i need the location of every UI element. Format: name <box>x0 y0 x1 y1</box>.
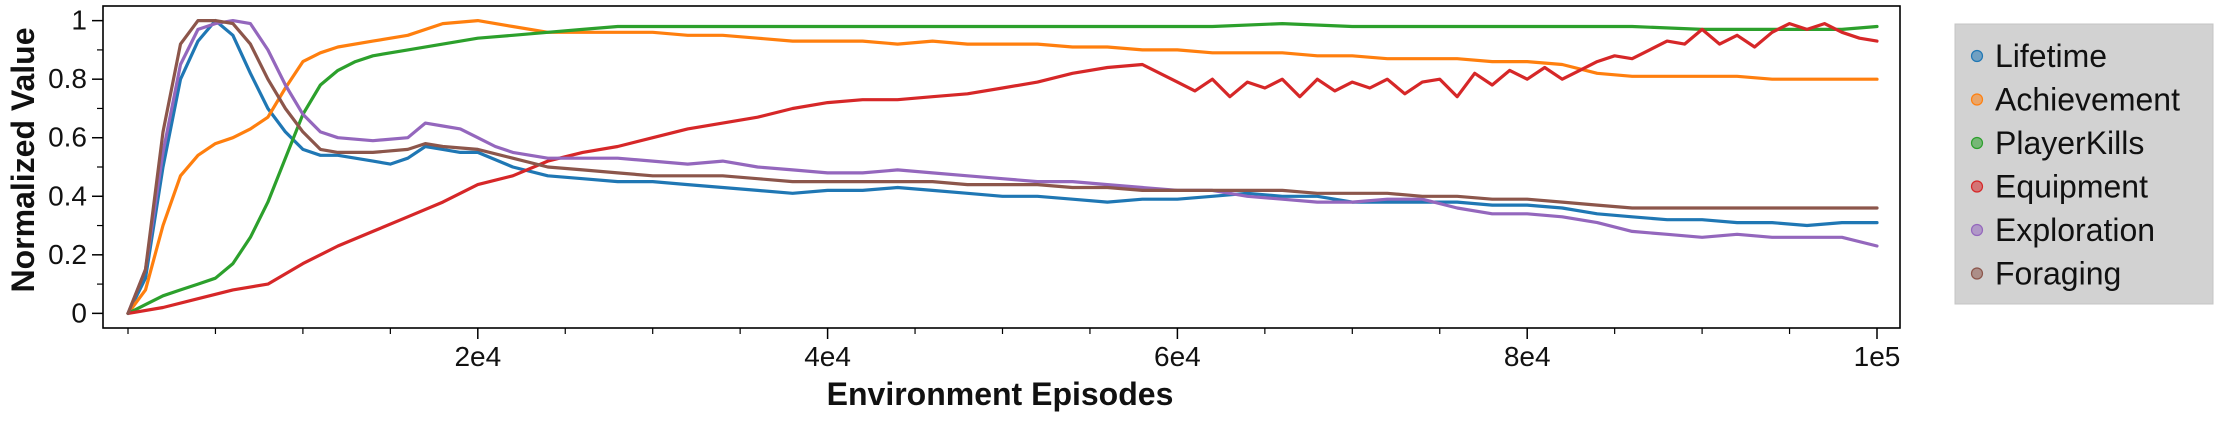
legend-marker-foraging <box>1970 267 1984 280</box>
x-tick-label: 2e4 <box>454 341 501 372</box>
series-line-lifetime <box>126 19 1879 315</box>
x-axis-label: Environment Episodes <box>827 376 1174 412</box>
legend-label-foraging: Foraging <box>1995 256 2121 292</box>
x-tick-label: 8e4 <box>1504 341 1551 372</box>
legend-box <box>1954 23 2214 305</box>
legend-label-exploration: Exploration <box>1995 212 2155 248</box>
legend-marker-achievement <box>1970 93 1984 106</box>
y-tick-label: 1 <box>71 5 87 36</box>
series-line-foraging <box>126 19 1879 315</box>
y-tick-label: 0.6 <box>48 122 87 153</box>
legend-marker-equipment <box>1970 180 1984 193</box>
legend-marker-playerkills <box>1970 136 1984 150</box>
x-tick-label: 4e4 <box>804 341 851 372</box>
legend-label-playerkills: PlayerKills <box>1995 125 2144 161</box>
x-tick-label: 1e5 <box>1854 341 1901 372</box>
legend-marker-exploration <box>1970 223 1984 237</box>
y-tick-label: 0.8 <box>48 63 87 94</box>
plot-layer <box>126 19 1879 315</box>
y-axis-label: Normalized Value <box>5 28 41 293</box>
legend: Lifetime Achievement PlayerKills Equipment E… <box>1954 23 2214 305</box>
axis-layer: 2e4 4e4 6e4 8e4 1e5 0 0.2 0.4 0.6 0.8 1 <box>48 5 1901 372</box>
legend-label-achievement: Achievement <box>1995 82 2180 118</box>
legend-marker-lifetime <box>1970 49 1984 63</box>
series-line-playerkills <box>126 22 1879 315</box>
legend-label-equipment: Equipment <box>1995 169 2148 205</box>
legend-label-lifetime: Lifetime <box>1995 38 2107 74</box>
series-line-exploration <box>126 19 1879 315</box>
x-tick-label: 6e4 <box>1154 341 1201 372</box>
y-tick-label: 0 <box>71 297 87 328</box>
series-line-equipment <box>126 22 1879 315</box>
y-tick-label: 0.2 <box>48 239 87 270</box>
y-tick-label: 0.4 <box>48 180 87 211</box>
series-line-achievement <box>126 19 1879 315</box>
